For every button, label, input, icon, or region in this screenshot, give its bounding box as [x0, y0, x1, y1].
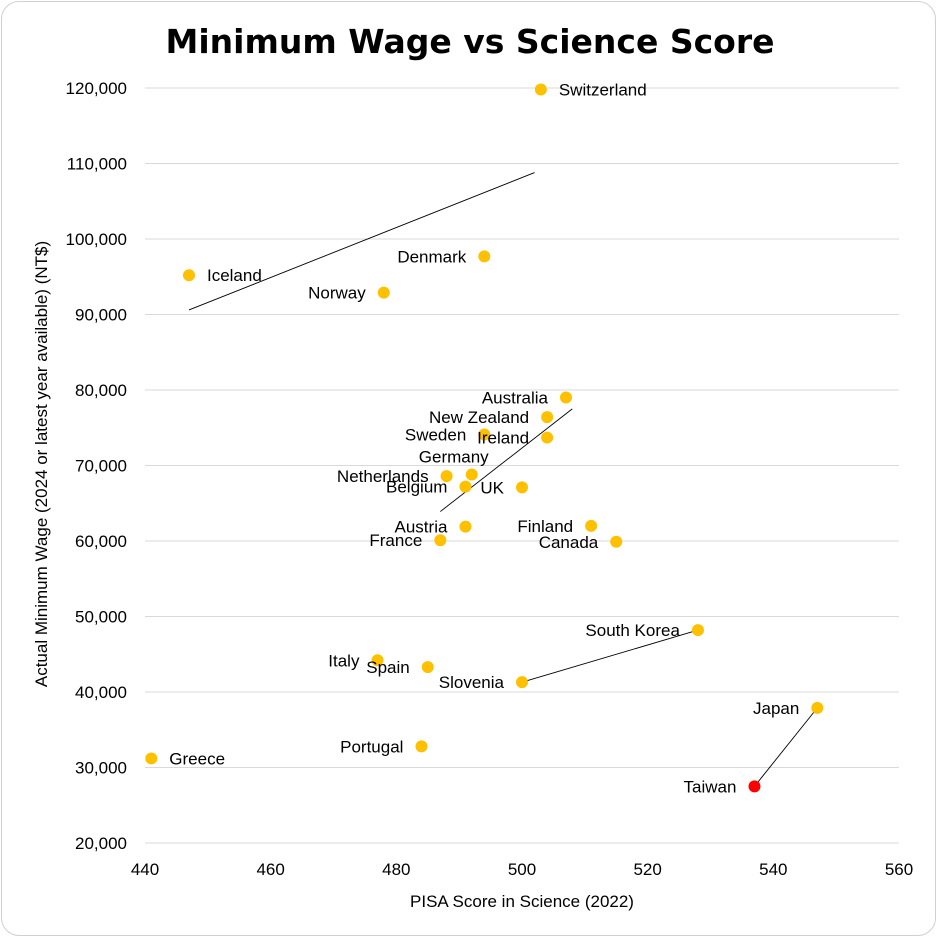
point-labels: Switzerland Iceland Denmark Norway Australia… [169, 81, 799, 797]
data-point [182, 269, 195, 282]
point-label: Austria [395, 518, 448, 537]
point-label: France [369, 531, 422, 550]
point-label: Portugal [340, 737, 403, 756]
x-tick-label: 520 [633, 860, 661, 879]
data-point [478, 250, 491, 263]
data-point [585, 519, 598, 532]
data-point [516, 676, 528, 689]
data-point [465, 468, 478, 481]
y-tick-label: 100,000 [66, 230, 127, 249]
point-label: Slovenia [439, 673, 505, 692]
point-label: Norway [308, 284, 366, 303]
point-label: South Korea [585, 621, 680, 640]
y-tick-label: 20,000 [75, 834, 127, 853]
point-label: Germany [419, 448, 489, 467]
grid-lines [145, 87, 899, 844]
point-label: Canada [539, 533, 599, 552]
y-tick-label: 90,000 [75, 306, 127, 325]
y-tick-label: 120,000 [66, 79, 127, 98]
data-point [377, 286, 390, 299]
data-point [811, 701, 824, 714]
point-label: Ireland [477, 429, 529, 448]
x-tick-label: 540 [759, 860, 787, 879]
point-label: Finland [517, 517, 573, 536]
point-label: Italy [328, 651, 360, 670]
data-point [559, 391, 572, 404]
data-point [478, 428, 491, 441]
point-label: Taiwan [684, 777, 737, 796]
data-point [610, 535, 623, 548]
point-label: Denmark [397, 247, 466, 266]
data-point [434, 534, 447, 547]
trend-line [440, 408, 573, 512]
data-point [534, 83, 547, 96]
y-tick-label: 80,000 [75, 381, 127, 400]
x-axis-label: PISA Score in Science (2022) [410, 892, 634, 911]
point-label: Sweden [405, 426, 466, 445]
y-tick-label: 70,000 [75, 457, 127, 476]
data-point [516, 481, 528, 494]
point-label: UK [480, 478, 504, 497]
data-point [459, 520, 472, 533]
x-tick-label: 500 [508, 860, 536, 879]
data-point [541, 431, 554, 444]
data-point [440, 470, 453, 483]
data-point [748, 780, 761, 793]
data-point [541, 411, 554, 424]
trend-lines [188, 172, 818, 787]
x-tick-label: 480 [382, 860, 410, 879]
x-tick-label: 560 [885, 860, 913, 879]
trend-line [188, 172, 535, 311]
y-axis-label: Actual Minimum Wage (2024 or latest year… [32, 241, 51, 687]
data-point [371, 654, 384, 667]
x-tick-label: 440 [131, 860, 159, 879]
y-axis-ticks: 20,000 30,000 40,000 50,000 60,000 70,000 80,0… [66, 79, 127, 853]
data-point [459, 480, 472, 493]
y-tick-label: 30,000 [75, 759, 127, 778]
x-tick-label: 460 [256, 860, 284, 879]
data-points [145, 83, 824, 793]
y-tick-label: 50,000 [75, 608, 127, 627]
point-label: Netherlands [337, 467, 429, 486]
point-label: Switzerland [559, 81, 647, 100]
point-label: Belgium [386, 478, 447, 497]
point-label: Japan [753, 699, 799, 718]
data-point [691, 624, 704, 637]
chart-title: Minimum Wage vs Science Score [166, 22, 775, 61]
y-tick-label: 110,000 [67, 155, 127, 174]
data-point [421, 661, 434, 674]
data-point [145, 752, 158, 765]
data-point [415, 740, 428, 753]
point-label: Greece [169, 749, 225, 768]
trend-line [521, 629, 699, 683]
x-axis-ticks: 440 460 480 500 520 540 560 [131, 860, 913, 879]
point-label: Iceland [207, 266, 262, 285]
point-label: Spain [366, 658, 409, 677]
point-label: Australia [482, 389, 549, 408]
y-tick-label: 40,000 [75, 683, 127, 702]
point-label: New Zealand [429, 408, 529, 427]
y-tick-label: 60,000 [75, 532, 127, 551]
trend-line [754, 707, 818, 787]
